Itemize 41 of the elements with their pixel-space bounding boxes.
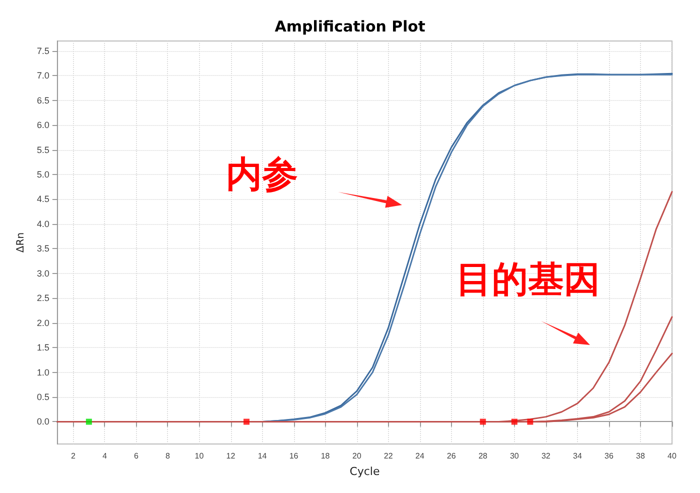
- x-tick-label: 8: [165, 452, 170, 460]
- annotation: 目的基因: [456, 260, 600, 300]
- y-tick-label: 1.5: [36, 342, 50, 353]
- y-tick-label: 2.0: [36, 318, 50, 328]
- y-tick-label: 4.5: [36, 194, 50, 204]
- annotation: 内参: [226, 154, 298, 196]
- x-tick-label: 26: [446, 452, 456, 460]
- x-tick-label: 40: [668, 452, 677, 460]
- y-tick-label: 0.5: [36, 392, 50, 402]
- y-tick-label: 2.5: [36, 293, 50, 304]
- y-tick-label: 4.0: [36, 218, 50, 229]
- x-axis-title: Cycle: [350, 465, 380, 478]
- y-tick-label: 7.5: [36, 46, 50, 56]
- x-tick-label: 32: [541, 452, 551, 460]
- x-tick-label: 24: [415, 452, 425, 460]
- y-axis-title: ΔRn: [16, 232, 26, 253]
- x-tick-label: 36: [604, 452, 614, 460]
- x-tick-label: 14: [258, 452, 268, 460]
- x-tick-label: 2: [70, 452, 76, 460]
- y-tick-label: 7.0: [36, 70, 50, 81]
- chart-title: Amplification Plot: [274, 18, 426, 36]
- x-tick-label: 16: [289, 452, 299, 460]
- x-tick-label: 34: [572, 452, 582, 460]
- x-tick-label: 6: [134, 452, 139, 460]
- y-tick-label: 3.0: [36, 268, 50, 278]
- x-tick-label: 20: [352, 452, 362, 460]
- y-tick-label: 6.0: [36, 120, 50, 130]
- y-tick-label: 5.0: [36, 170, 50, 180]
- x-tick-label: 28: [478, 452, 488, 460]
- x-tick-label: 30: [510, 452, 520, 460]
- x-tick-label: 38: [636, 452, 646, 460]
- x-tick-label: 10: [194, 452, 204, 460]
- y-tick-label: 6.5: [36, 95, 50, 106]
- y-tick-label: 5.5: [36, 144, 50, 155]
- y-tick-label: 1.0: [36, 367, 50, 378]
- x-tick-label: 22: [384, 452, 394, 460]
- x-tick-label: 12: [226, 452, 236, 460]
- y-tick-label: 0.0: [36, 416, 50, 427]
- x-tick-label: 4: [102, 452, 108, 460]
- x-tick-label: 18: [320, 452, 330, 460]
- y-tick-label: 3.5: [36, 244, 50, 254]
